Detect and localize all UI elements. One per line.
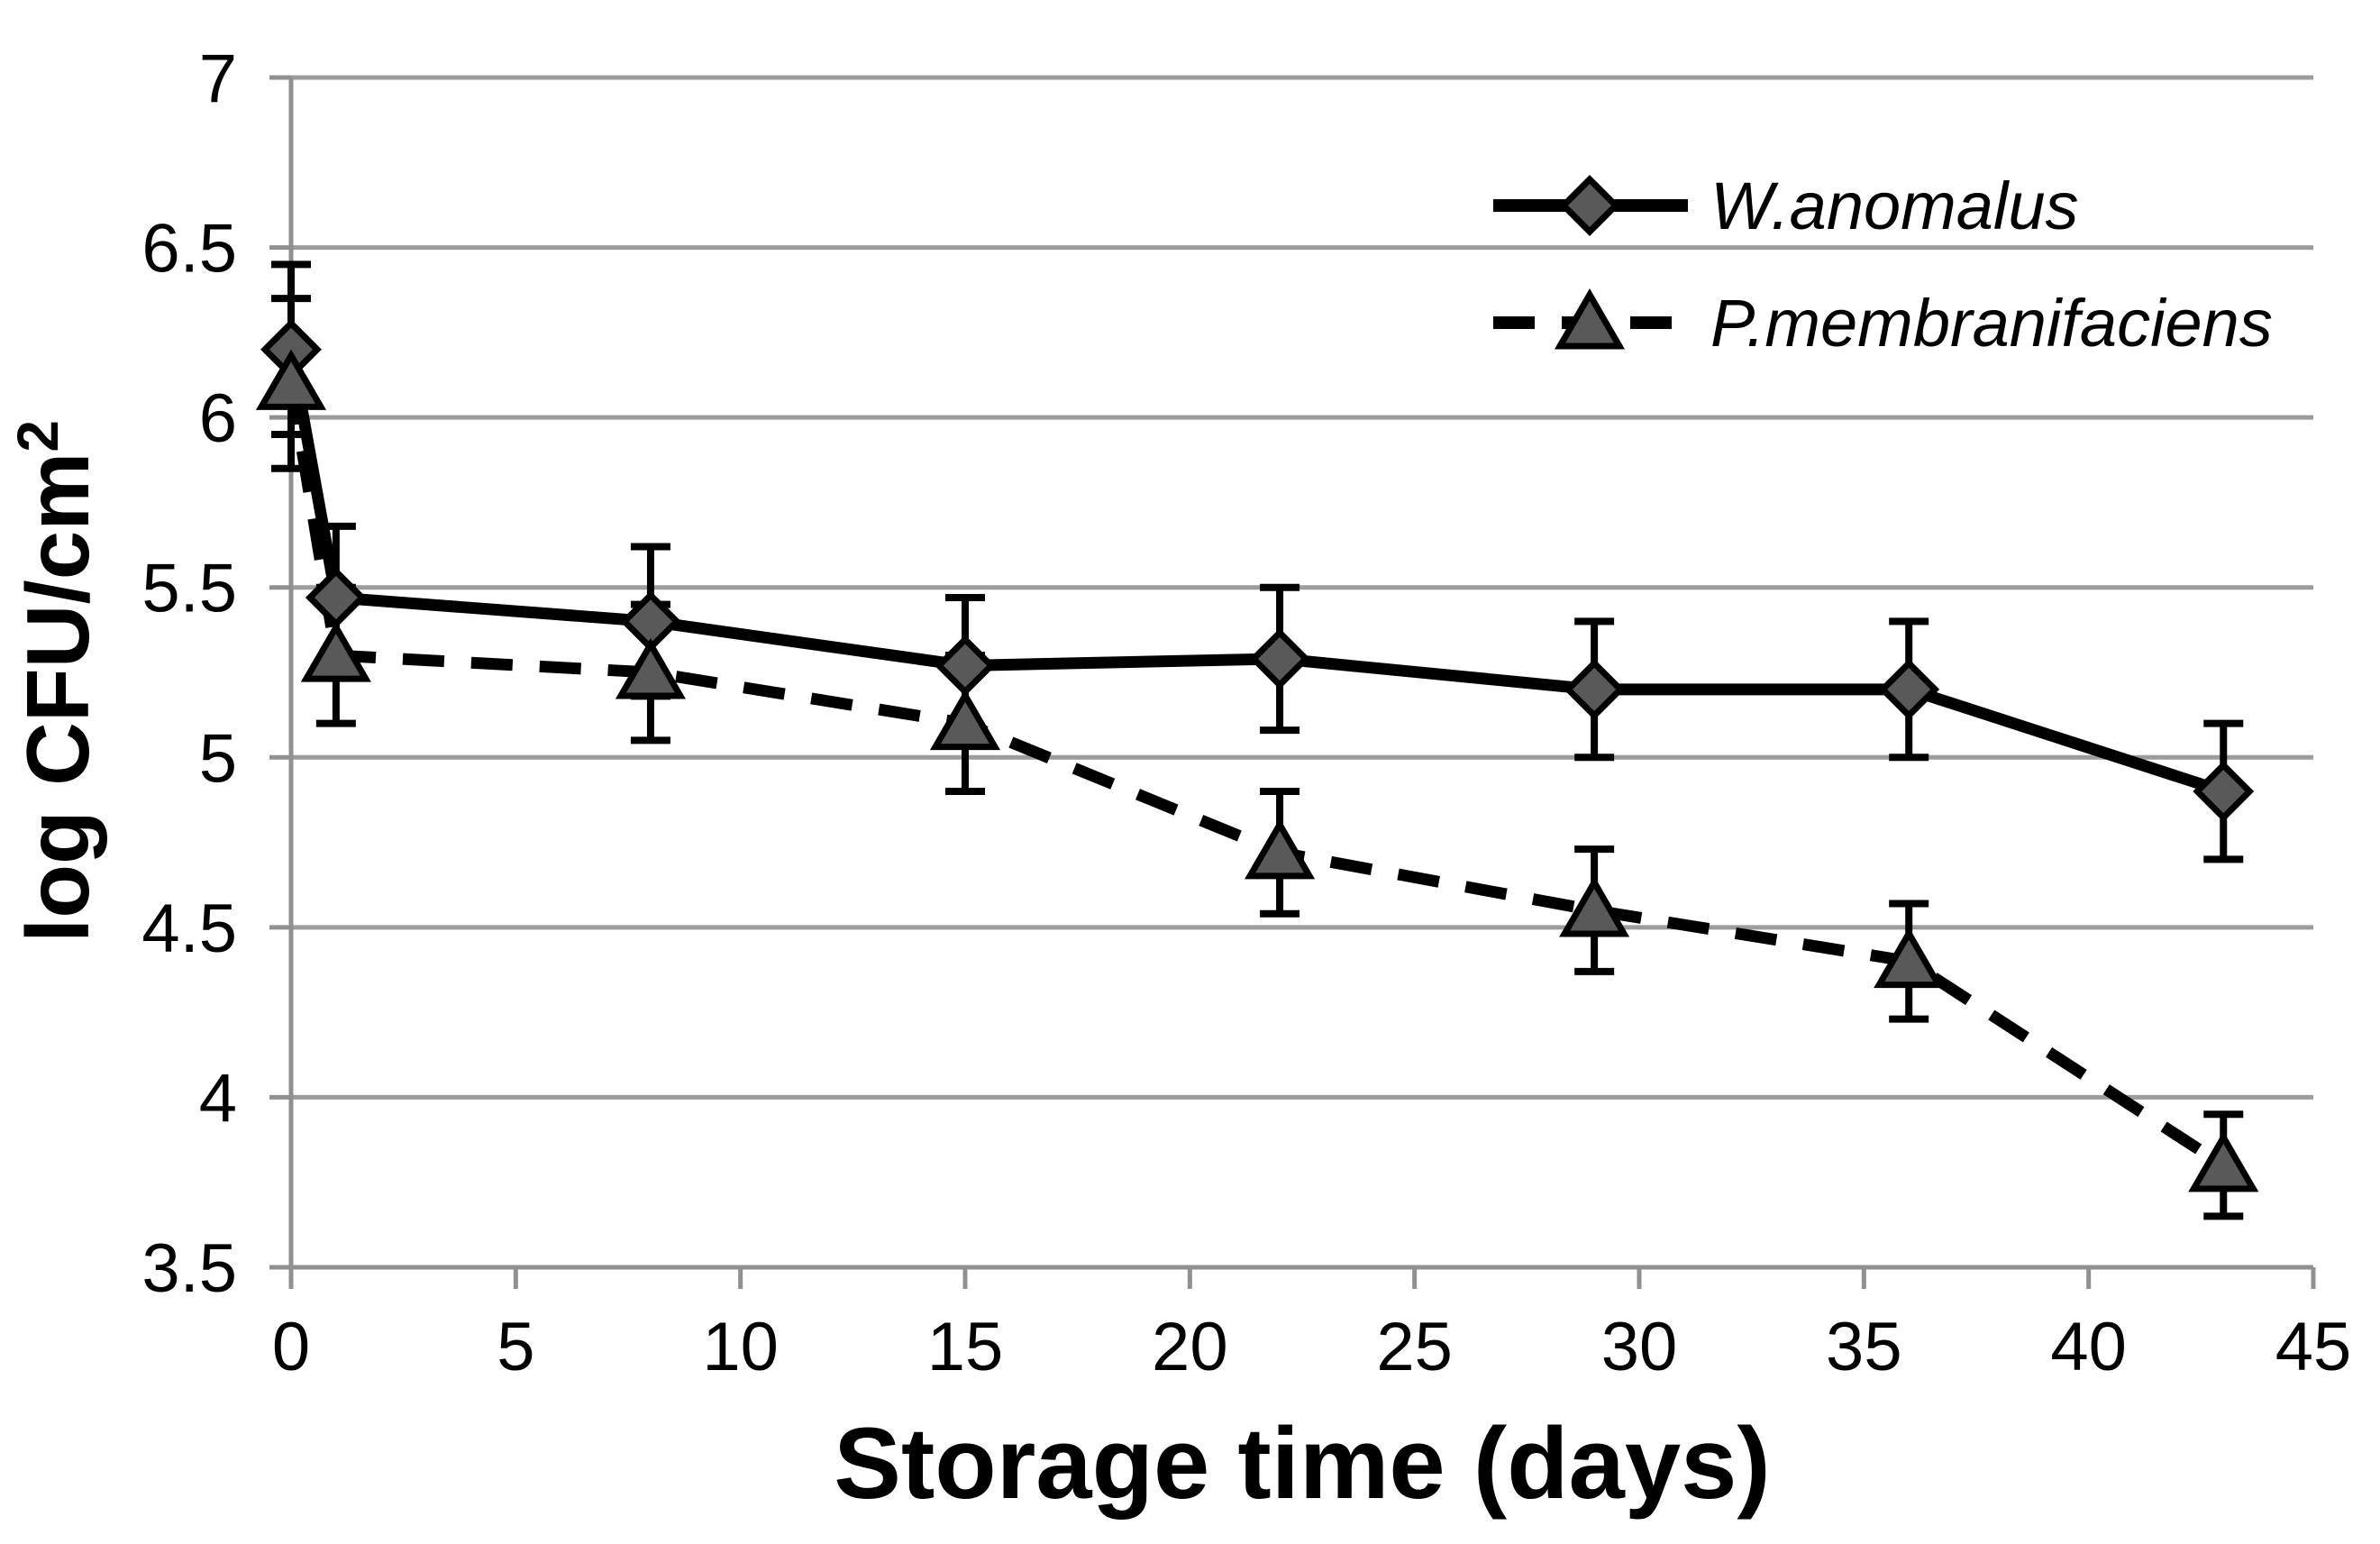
triangle-marker-icon [1244, 818, 1316, 880]
y-tick-label: 6.5 [141, 211, 237, 288]
x-tick-label: 25 [1376, 1309, 1453, 1385]
diamond-marker-icon [1559, 175, 1620, 236]
legend-item-p-membranifaciens: P.membranifaciens [1493, 286, 2273, 361]
legend-label: W.anomalus [1710, 169, 2079, 243]
legend-item-w-anomalus: W.anomalus [1493, 169, 2079, 243]
x-axis-title: Storage time (days) [834, 1407, 1770, 1520]
y-tick-label: 5 [199, 720, 237, 797]
legend-label: P.membranifaciens [1710, 286, 2273, 361]
x-tick-label: 5 [497, 1309, 534, 1385]
y-tick-label: 6 [199, 380, 237, 457]
x-tick-label: 30 [1601, 1309, 1678, 1385]
legend: W.anomalus P.membranifaciens [1493, 169, 2273, 361]
x-tick-label: 15 [927, 1309, 1004, 1385]
y-tick-label: 4 [199, 1060, 237, 1137]
y-axis-title: log CFU/cm2 [5, 420, 107, 943]
triangle-marker-icon [300, 621, 371, 682]
y-tick-label: 4.5 [141, 891, 237, 967]
x-tick-label: 45 [2275, 1309, 2352, 1385]
diamond-marker-icon [1878, 658, 1940, 720]
triangle-marker-icon [255, 349, 327, 410]
diamond-marker-icon [2193, 761, 2255, 822]
y-tick-label: 5.5 [141, 551, 237, 627]
series-markers-p-membranifaciens [255, 349, 2259, 1192]
series-markers-w-anomalus [260, 318, 2255, 822]
triangle-marker-icon [1874, 927, 1945, 989]
series-line-w-anomalus [285, 348, 2226, 798]
y-tick-label: 3.5 [141, 1230, 237, 1307]
tick-labels: 3.5 4 4.5 5 5.5 6 6.5 7 0 5 10 15 20 25 30 35 40 45 [141, 41, 2351, 1385]
triangle-marker-icon [1559, 876, 1630, 937]
x-tick-label: 35 [1826, 1309, 1902, 1385]
x-tick-label: 40 [2050, 1309, 2127, 1385]
triangle-marker-icon [929, 689, 1001, 751]
triangle-marker-icon [1554, 288, 1626, 350]
x-tick-label: 20 [1152, 1309, 1228, 1385]
diamond-marker-icon [1564, 658, 1626, 720]
diamond-marker-icon [1249, 627, 1311, 690]
x-tick-label: 0 [272, 1309, 310, 1385]
y-tick-label: 7 [199, 41, 237, 117]
x-tick-label: 10 [702, 1309, 779, 1385]
triangle-marker-icon [615, 638, 687, 699]
triangle-marker-icon [2188, 1130, 2259, 1192]
